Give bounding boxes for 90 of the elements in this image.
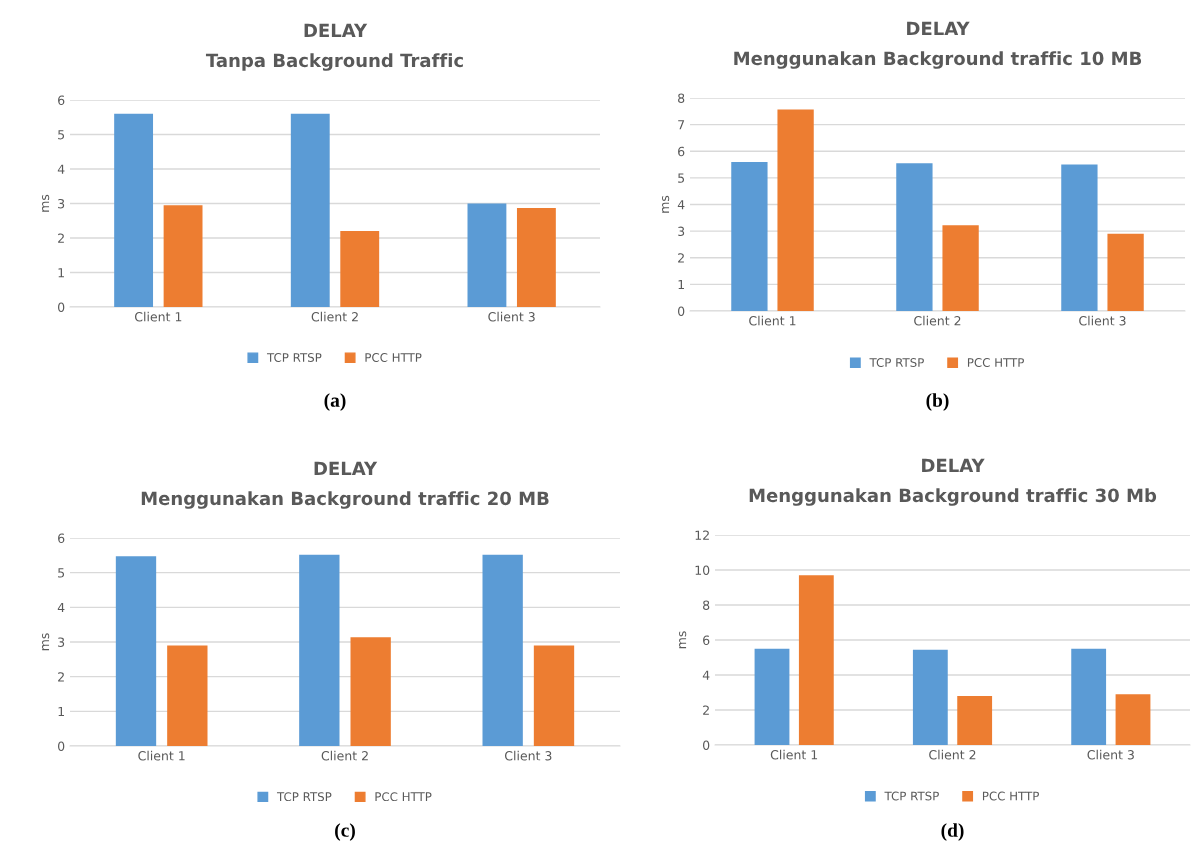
text: (b) bbox=[926, 393, 949, 411]
bar bbox=[516, 207, 556, 307]
text: (d) bbox=[941, 823, 964, 841]
y-tick-label: 1 bbox=[58, 706, 64, 717]
bar bbox=[896, 163, 933, 311]
y-tick-label: 3 bbox=[58, 637, 65, 647]
y-tick-label: 12 bbox=[695, 530, 709, 540]
y-tick-label: 4 bbox=[57, 602, 65, 613]
y-tick-label: 5 bbox=[58, 568, 65, 578]
y-tick-label: 0 bbox=[58, 741, 65, 751]
x-tick-label: Client 3 bbox=[504, 750, 552, 761]
y-tick-label: 0 bbox=[703, 740, 710, 750]
y-tick-label: 6 bbox=[678, 146, 685, 157]
legend-label: PCC HTTP bbox=[967, 358, 1024, 367]
y-tick-label: 6 bbox=[58, 533, 65, 543]
legend-label: TCP RTSP bbox=[869, 358, 924, 367]
bar bbox=[533, 645, 575, 746]
y-tick-label: 0 bbox=[58, 302, 65, 312]
y-tick-label: 2 bbox=[58, 672, 64, 682]
bar bbox=[754, 648, 790, 745]
bar bbox=[942, 225, 979, 311]
x-tick-label: Client 1 bbox=[770, 749, 818, 760]
y-tick-label: 4 bbox=[57, 164, 65, 174]
legend-label: PCC HTTP bbox=[982, 791, 1039, 801]
x-tick-label: Client 2 bbox=[914, 315, 961, 326]
bar bbox=[798, 575, 834, 745]
x-tick-label: Client 3 bbox=[488, 311, 535, 322]
x-tick-label: Client 2 bbox=[321, 750, 368, 761]
text: (a) bbox=[324, 393, 346, 411]
y-axis-title: ms bbox=[679, 631, 687, 649]
y-axis-title: ms bbox=[662, 195, 670, 213]
legend-label: PCC HTTP bbox=[375, 792, 432, 802]
y-tick-label: 8 bbox=[678, 93, 685, 103]
chart-subtitle: Menggunakan Background traffic 30 Mb bbox=[749, 488, 1157, 506]
x-tick-label: Client 2 bbox=[929, 749, 976, 760]
bar bbox=[340, 231, 380, 307]
x-tick-label: Client 1 bbox=[138, 750, 185, 761]
bar bbox=[163, 205, 203, 307]
bar bbox=[114, 113, 154, 307]
y-tick-label: 3 bbox=[678, 226, 685, 237]
x-tick-label: Client 3 bbox=[1087, 749, 1134, 760]
y-tick-label: 2 bbox=[58, 233, 64, 243]
x-tick-label: Client 1 bbox=[749, 315, 796, 326]
chart-title: DELAY bbox=[314, 461, 378, 475]
y-tick-label: 5 bbox=[678, 173, 685, 183]
bar bbox=[777, 109, 814, 311]
legend-label: PCC HTTP bbox=[365, 353, 422, 362]
legend-label: TCP RTSP bbox=[276, 792, 332, 802]
bar bbox=[1115, 694, 1151, 745]
y-tick-label: 6 bbox=[58, 95, 65, 105]
x-tick-label: Client 3 bbox=[1079, 315, 1126, 326]
y-tick-label: 3 bbox=[58, 198, 65, 209]
y-axis-title: ms bbox=[42, 194, 50, 212]
y-tick-label: 6 bbox=[703, 635, 710, 645]
legend-label: TCP RTSP bbox=[884, 791, 939, 801]
bar bbox=[1061, 164, 1098, 311]
y-tick-label: 5 bbox=[58, 130, 65, 140]
x-tick-label: Client 2 bbox=[311, 311, 358, 322]
bar bbox=[912, 649, 948, 745]
y-axis-title: ms bbox=[42, 633, 50, 651]
bar bbox=[957, 696, 993, 745]
chart-subtitle: Menggunakan Background traffic 20 MB bbox=[141, 491, 549, 509]
bar bbox=[467, 203, 507, 307]
text: (c) bbox=[335, 823, 355, 841]
bar bbox=[482, 554, 523, 746]
y-tick-label: 2 bbox=[703, 705, 709, 715]
y-tick-label: 1 bbox=[678, 280, 684, 290]
y-tick-label: 10 bbox=[695, 565, 710, 575]
bar bbox=[1107, 233, 1144, 311]
legend-label: TCP RTSP bbox=[266, 353, 322, 362]
bar bbox=[1071, 648, 1107, 745]
y-tick-label: 0 bbox=[678, 306, 685, 316]
bar bbox=[299, 554, 340, 746]
bar bbox=[731, 161, 768, 311]
chart-subtitle: Tanpa Background Traffic bbox=[205, 53, 463, 71]
chart-title: DELAY bbox=[907, 21, 970, 35]
y-tick-label: 2 bbox=[678, 253, 684, 263]
y-tick-label: 4 bbox=[677, 200, 685, 210]
chart-title: DELAY bbox=[922, 458, 985, 472]
bar bbox=[290, 113, 330, 307]
y-tick-label: 1 bbox=[58, 268, 64, 278]
chart-subtitle: Menggunakan Background traffic 10 MB bbox=[734, 51, 1142, 69]
chart-title: DELAY bbox=[304, 23, 368, 37]
bar bbox=[115, 556, 157, 746]
y-tick-label: 8 bbox=[703, 600, 710, 610]
bar bbox=[350, 637, 391, 746]
x-tick-label: Client 1 bbox=[134, 311, 182, 322]
bar bbox=[167, 645, 208, 746]
y-tick-label: 4 bbox=[702, 670, 710, 680]
y-tick-label: 7 bbox=[678, 120, 685, 130]
